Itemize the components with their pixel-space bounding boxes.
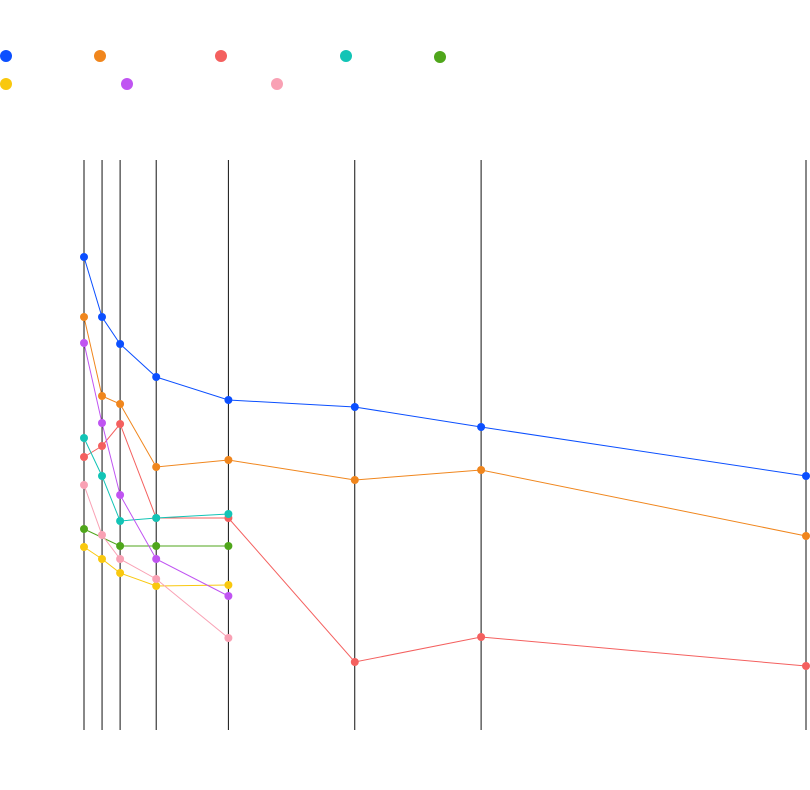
data-point-5-4 xyxy=(224,581,233,589)
data-point-2-6 xyxy=(477,633,486,641)
data-point-3-3 xyxy=(152,514,161,522)
data-point-1-7 xyxy=(802,532,810,540)
data-point-5-1 xyxy=(98,555,106,563)
data-point-6-3 xyxy=(152,555,161,563)
data-point-1-0 xyxy=(80,313,88,321)
legend-marker-2[interactable] xyxy=(215,50,227,62)
data-point-1-2 xyxy=(116,400,125,408)
series-line-0 xyxy=(83,256,807,477)
series-lines xyxy=(83,256,807,667)
data-point-6-4 xyxy=(224,592,233,600)
data-point-7-3 xyxy=(152,575,161,583)
data-point-0-1 xyxy=(98,313,106,321)
data-point-0-3 xyxy=(152,373,161,381)
data-point-6-2 xyxy=(116,491,125,499)
data-point-0-2 xyxy=(116,340,125,348)
data-point-5-0 xyxy=(80,543,88,551)
legend-marker-7[interactable] xyxy=(271,78,283,90)
data-point-0-7 xyxy=(802,472,810,480)
data-point-2-1 xyxy=(98,442,106,450)
series-line-1 xyxy=(83,316,807,537)
data-point-2-5 xyxy=(350,658,359,666)
data-point-7-4 xyxy=(224,634,233,642)
data-point-1-5 xyxy=(350,476,359,484)
data-point-2-2 xyxy=(116,420,125,428)
data-point-1-4 xyxy=(224,456,233,464)
data-point-7-1 xyxy=(98,531,106,539)
data-point-4-0 xyxy=(80,525,88,533)
legend[interactable] xyxy=(0,50,446,90)
data-point-3-4 xyxy=(224,510,233,518)
data-point-7-2 xyxy=(116,555,125,563)
data-point-4-3 xyxy=(224,542,233,550)
data-point-2-7 xyxy=(802,662,810,670)
axes xyxy=(83,160,807,730)
legend-marker-3[interactable] xyxy=(340,50,352,62)
legend-marker-5[interactable] xyxy=(0,78,12,90)
data-point-0-4 xyxy=(224,396,233,404)
data-point-7-0 xyxy=(80,481,88,489)
data-point-1-3 xyxy=(152,463,161,471)
data-point-5-2 xyxy=(116,569,125,577)
data-point-3-1 xyxy=(98,472,106,480)
legend-marker-1[interactable] xyxy=(94,50,106,62)
data-point-0-5 xyxy=(350,403,359,411)
data-point-3-2 xyxy=(116,517,125,525)
data-point-4-2 xyxy=(152,542,161,550)
data-point-4-1 xyxy=(116,542,125,550)
series-points xyxy=(80,253,810,670)
data-point-0-0 xyxy=(80,253,88,261)
data-point-5-3 xyxy=(152,582,161,590)
data-point-1-1 xyxy=(98,392,106,400)
data-point-6-0 xyxy=(80,339,88,347)
legend-marker-6[interactable] xyxy=(121,78,133,90)
data-point-1-6 xyxy=(477,466,486,474)
data-point-2-0 xyxy=(80,453,88,461)
data-point-3-0 xyxy=(80,434,88,442)
legend-marker-0[interactable] xyxy=(0,50,12,62)
data-point-0-6 xyxy=(477,423,486,431)
data-point-6-1 xyxy=(98,419,106,427)
series-line-2 xyxy=(83,423,807,667)
legend-marker-4[interactable] xyxy=(434,51,446,63)
